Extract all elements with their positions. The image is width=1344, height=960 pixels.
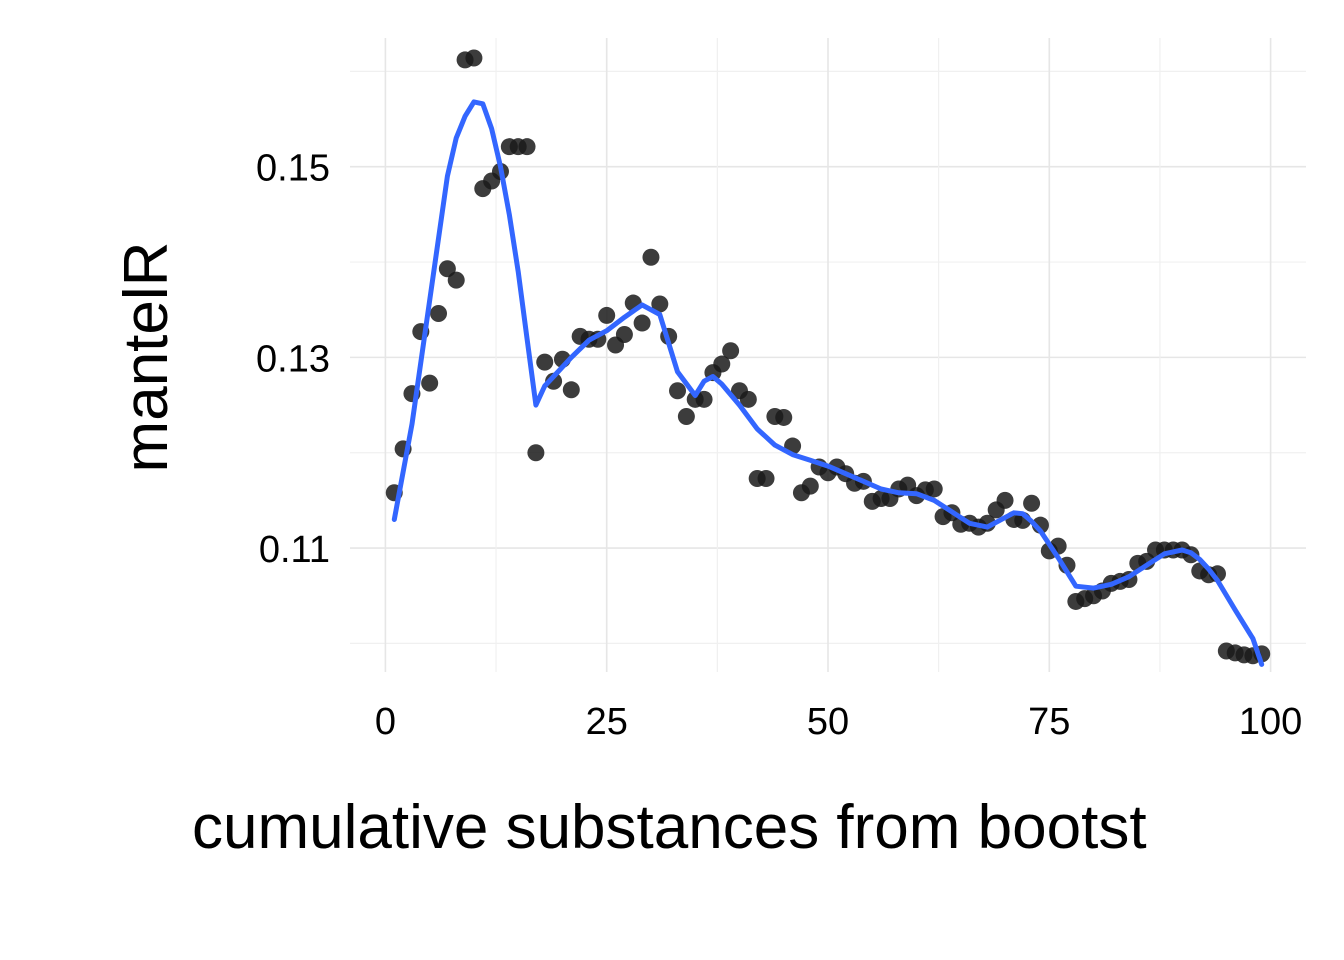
- data-point: [527, 444, 545, 462]
- data-point: [518, 138, 536, 156]
- smooth-line-path: [391, 99, 1265, 667]
- data-point: [562, 381, 580, 399]
- data-point: [722, 342, 740, 360]
- data-point: [996, 491, 1014, 509]
- data-point: [695, 390, 713, 408]
- x-tick-label: 50: [807, 701, 849, 743]
- data-point: [447, 271, 465, 289]
- data-point: [757, 469, 775, 487]
- x-tick-label: 0: [375, 701, 396, 743]
- grid-lines: [350, 38, 1306, 672]
- y-tick-label: 0.13: [256, 338, 330, 380]
- y-tick-label: 0.11: [259, 529, 330, 571]
- data-point: [925, 480, 943, 498]
- axis-tick-labels: 0 25 50 75 100 0.11 0.13 0.15: [256, 148, 1302, 743]
- data-point: [545, 372, 563, 390]
- data-point: [642, 248, 660, 266]
- data-point: [713, 355, 731, 373]
- data-point: [677, 407, 695, 425]
- data-point: [651, 295, 669, 313]
- data-point: [801, 477, 819, 495]
- data-point: [615, 326, 633, 344]
- data-point: [438, 260, 456, 278]
- data-point: [598, 306, 616, 324]
- x-tick-label: 75: [1028, 701, 1070, 743]
- data-point: [739, 390, 757, 408]
- data-point: [775, 408, 793, 426]
- x-tick-label: 25: [586, 701, 628, 743]
- data-point: [669, 382, 687, 400]
- data-point: [430, 305, 448, 323]
- data-point: [421, 374, 439, 392]
- smooth-line: [391, 99, 1265, 667]
- data-point: [465, 49, 483, 67]
- x-tick-label: 100: [1239, 701, 1302, 743]
- data-point: [633, 314, 651, 332]
- y-tick-label: 0.15: [256, 148, 330, 190]
- y-axis-title: mantelR: [112, 242, 181, 473]
- x-axis-title: cumulative substances from bootst: [192, 793, 1147, 862]
- data-point: [536, 353, 554, 371]
- data-point: [1023, 494, 1041, 512]
